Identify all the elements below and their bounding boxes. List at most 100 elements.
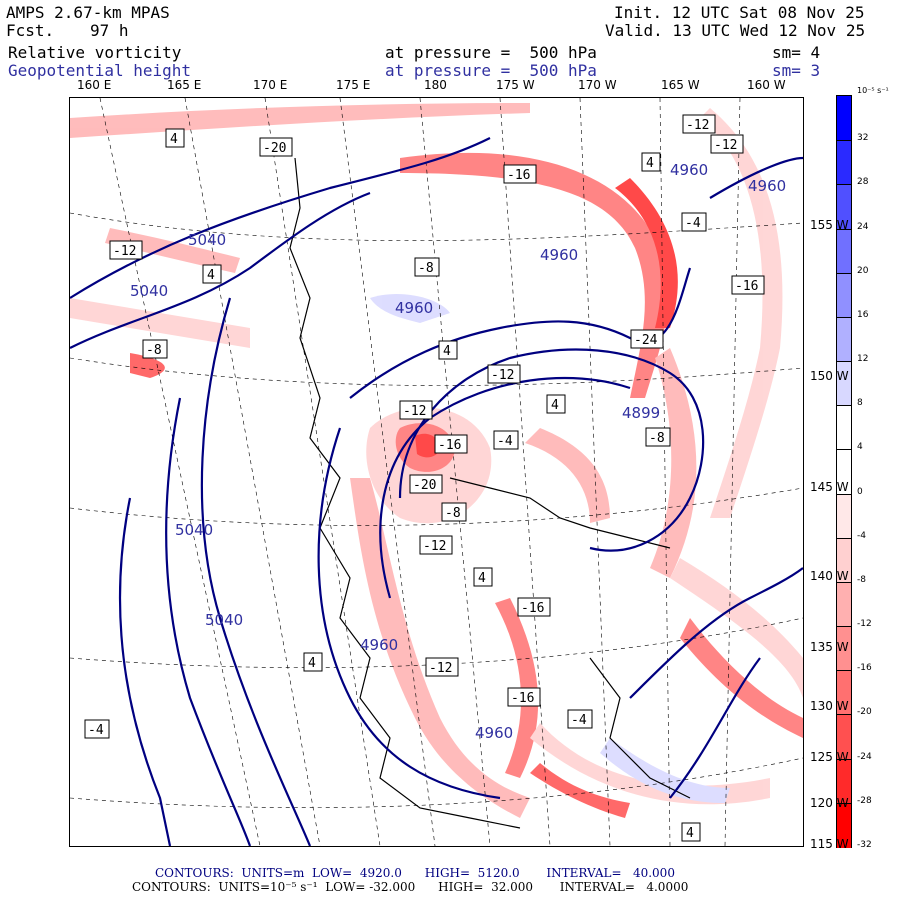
vorticity-label: -12 <box>425 657 459 677</box>
svg-text:4: 4 <box>646 156 654 171</box>
svg-text:-4: -4 <box>685 216 701 231</box>
svg-text:-16: -16 <box>511 691 534 706</box>
vorticity-label: -16 <box>731 275 765 295</box>
colorbar-segment <box>837 626 851 672</box>
colorbar-tick-label: 16 <box>857 309 869 320</box>
svg-text:4: 4 <box>308 656 316 671</box>
lat-label: 150 W <box>810 369 849 383</box>
init-time: Init. 12 UTC Sat 08 Nov 25 <box>614 3 865 22</box>
colorbar-tick-label: -20 <box>857 707 872 718</box>
svg-text:4: 4 <box>443 344 451 359</box>
lon-label: 165 W <box>661 78 700 92</box>
footer-vorticity-contours: CONTOURS: UNITS=10⁻⁵ s⁻¹ LOW= -32.000 HI… <box>132 880 689 894</box>
height-label: 5040 <box>205 611 243 629</box>
height-label: 4960 <box>748 177 786 195</box>
svg-text:-4: -4 <box>571 713 587 728</box>
svg-text:4: 4 <box>551 398 559 413</box>
colorbar-tick-label: -4 <box>857 530 866 541</box>
forecast-label: Fcst. <box>6 21 55 40</box>
height-label-group: 5040 5040 5040 5040 4960 4960 4960 4960 … <box>130 161 786 742</box>
height-label: 4960 <box>360 636 398 654</box>
svg-text:-4: -4 <box>497 434 513 449</box>
svg-text:-12: -12 <box>686 118 709 133</box>
colorbar-segment <box>837 537 851 584</box>
colorbar-segment <box>837 449 851 496</box>
svg-text:-16: -16 <box>521 601 544 616</box>
vorticity-label: -16 <box>503 164 537 184</box>
colorbar-tick-label: -32 <box>857 840 872 850</box>
height-label: 5040 <box>175 521 213 539</box>
vorticity-label: 4 <box>473 567 493 587</box>
vorticity-label: -8 <box>414 257 440 277</box>
lon-label: 175 W <box>496 78 535 92</box>
vorticity-label: -8 <box>142 339 168 359</box>
colorbar-unit: 10⁻⁵ s⁻¹ <box>857 86 889 95</box>
colorbar-segment <box>837 96 851 141</box>
vorticity-label: -4 <box>84 719 110 739</box>
svg-text:-4: -4 <box>88 723 104 738</box>
colorbar-segment <box>837 228 851 275</box>
colorbar-segment <box>837 802 851 849</box>
field2-smoothing: sm= 3 <box>772 61 821 80</box>
lat-label: 140 W <box>810 569 849 583</box>
height-label: 4960 <box>475 724 513 742</box>
colorbar-tick-label: 0 <box>857 486 863 497</box>
vorticity-label: 4 <box>546 394 566 414</box>
vorticity-label: -12 <box>419 535 453 555</box>
colorbar <box>836 95 852 849</box>
colorbar-segment <box>837 140 851 186</box>
lon-label: 175 E <box>336 78 371 92</box>
svg-text:-8: -8 <box>445 506 461 521</box>
vorticity-label: -8 <box>441 502 467 522</box>
vorticity-label: -12 <box>487 364 521 384</box>
vorticity-label: 4 <box>165 128 185 148</box>
height-label: 4960 <box>395 299 433 317</box>
colorbar-segment <box>837 581 851 628</box>
svg-text:4: 4 <box>686 826 694 841</box>
field1-level: at pressure = 500 hPa <box>385 43 597 62</box>
svg-text:-12: -12 <box>429 661 452 676</box>
svg-text:-12: -12 <box>423 539 446 554</box>
colorbar-tick-label: 20 <box>857 265 869 276</box>
map-canvas: 5040 5040 5040 5040 4960 4960 4960 4960 … <box>70 98 803 846</box>
colorbar-segment <box>837 361 851 407</box>
svg-text:-12: -12 <box>714 138 737 153</box>
vorticity-label: -20 <box>409 474 443 494</box>
lat-label: 155 W <box>810 218 849 232</box>
colorbar-tick-label: -12 <box>857 619 872 630</box>
height-label: 5040 <box>130 282 168 300</box>
vorticity-label: -12 <box>682 114 716 134</box>
lat-label: 120 W <box>810 796 849 810</box>
svg-text:-24: -24 <box>634 333 658 348</box>
height-label: 5040 <box>188 231 226 249</box>
colorbar-segment <box>837 184 851 231</box>
colorbar-segment <box>837 272 851 319</box>
colorbar-segment <box>837 316 851 363</box>
svg-text:-16: -16 <box>735 279 758 294</box>
field2-name: Geopotential height <box>8 61 192 80</box>
svg-text:-8: -8 <box>418 261 434 276</box>
lat-label: 130 W <box>810 699 849 713</box>
colorbar-segment <box>837 758 851 805</box>
colorbar-tick-label: -24 <box>857 751 872 762</box>
lat-label: 145 W <box>810 480 849 494</box>
lat-label: 125 W <box>810 750 849 764</box>
vorticity-label: -4 <box>493 430 519 450</box>
colorbar-segment <box>837 405 851 451</box>
footer-height-contours: CONTOURS: UNITS=m LOW= 4920.0 HIGH= 5120… <box>155 866 675 880</box>
vorticity-label: -12 <box>109 240 143 260</box>
colorbar-tick-label: 28 <box>857 177 869 188</box>
svg-text:-16: -16 <box>507 168 530 183</box>
height-label: 4899 <box>622 404 660 422</box>
vorticity-label: -4 <box>567 709 593 729</box>
colorbar-tick-label: -8 <box>857 574 866 585</box>
vorticity-label: 4 <box>202 264 222 284</box>
colorbar-segment <box>837 670 851 716</box>
model-title: AMPS 2.67-km MPAS <box>6 3 170 22</box>
vorticity-label: -16 <box>507 687 541 707</box>
vorticity-label: -12 <box>399 400 433 420</box>
svg-text:-20: -20 <box>263 141 286 156</box>
svg-text:-8: -8 <box>649 431 665 446</box>
colorbar-tick-label: 8 <box>857 398 863 409</box>
vorticity-shading <box>70 103 803 818</box>
